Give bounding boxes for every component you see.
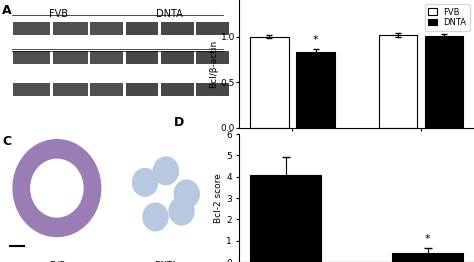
Bar xyxy=(379,35,417,128)
FancyBboxPatch shape xyxy=(126,83,158,96)
FancyBboxPatch shape xyxy=(161,83,193,96)
Text: D: D xyxy=(173,116,184,129)
Text: FVB: FVB xyxy=(49,9,68,19)
Y-axis label: Bcl/β-actin: Bcl/β-actin xyxy=(209,40,218,88)
FancyBboxPatch shape xyxy=(91,51,123,64)
FancyBboxPatch shape xyxy=(13,51,50,64)
Circle shape xyxy=(31,159,83,217)
Circle shape xyxy=(133,168,157,196)
FancyBboxPatch shape xyxy=(196,22,229,35)
FancyBboxPatch shape xyxy=(53,22,88,35)
Text: Bcl-2: Bcl-2 xyxy=(239,24,259,32)
FancyBboxPatch shape xyxy=(196,83,229,96)
Text: DNTA: DNTA xyxy=(155,9,182,19)
Circle shape xyxy=(169,197,194,225)
Text: *: * xyxy=(313,35,319,45)
FancyBboxPatch shape xyxy=(196,51,229,64)
FancyBboxPatch shape xyxy=(53,51,88,64)
Text: Bcl-Xₗ: Bcl-Xₗ xyxy=(239,53,260,62)
Circle shape xyxy=(143,203,168,231)
FancyBboxPatch shape xyxy=(53,83,88,96)
FancyBboxPatch shape xyxy=(13,22,50,35)
Bar xyxy=(392,253,463,262)
FancyBboxPatch shape xyxy=(13,83,50,96)
Bar xyxy=(296,52,335,128)
Text: C: C xyxy=(2,135,11,149)
Text: DNTA: DNTA xyxy=(155,261,177,262)
FancyBboxPatch shape xyxy=(91,83,123,96)
Bar xyxy=(250,36,289,128)
FancyBboxPatch shape xyxy=(126,22,158,35)
Legend: FVB, DNTA: FVB, DNTA xyxy=(425,4,470,30)
FancyBboxPatch shape xyxy=(161,22,193,35)
Polygon shape xyxy=(13,140,100,237)
Circle shape xyxy=(174,180,199,208)
Text: *: * xyxy=(425,234,430,244)
Text: FVB: FVB xyxy=(49,261,65,262)
Y-axis label: Bcl-2 score: Bcl-2 score xyxy=(214,173,223,223)
FancyBboxPatch shape xyxy=(161,51,193,64)
Circle shape xyxy=(154,157,178,185)
Text: A: A xyxy=(2,4,12,17)
Text: β-actin: β-actin xyxy=(239,85,266,94)
FancyBboxPatch shape xyxy=(126,51,158,64)
Bar xyxy=(425,36,463,128)
FancyBboxPatch shape xyxy=(91,22,123,35)
Bar xyxy=(250,175,321,262)
